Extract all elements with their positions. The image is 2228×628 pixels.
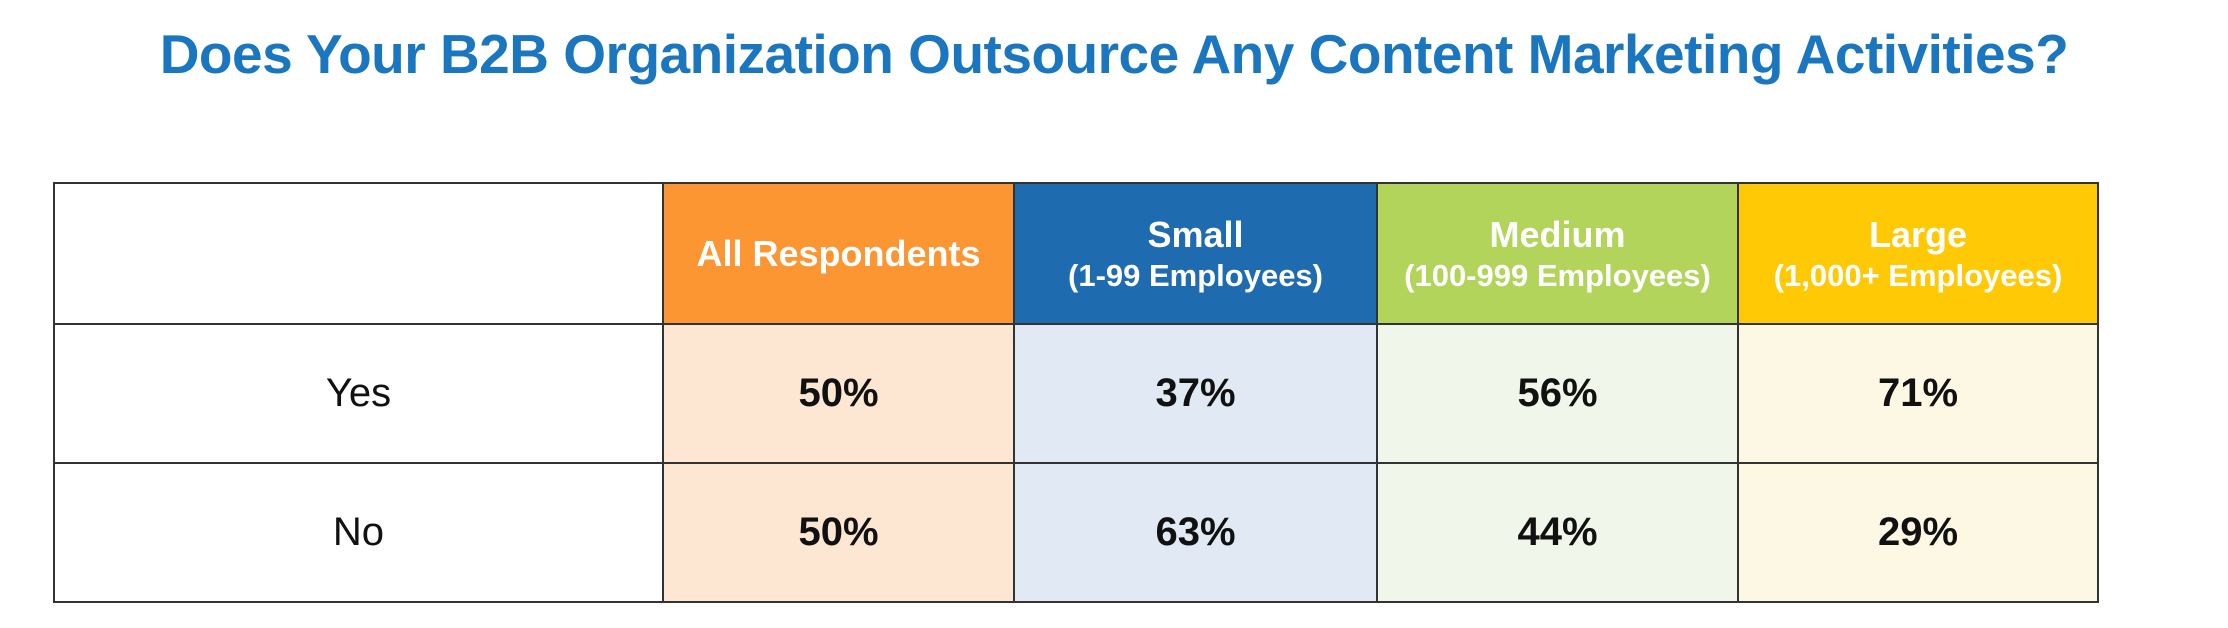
- cell-yes-medium: 56%: [1376, 323, 1739, 464]
- column-header-sublabel: (1-99 Employees): [1068, 257, 1323, 293]
- table-row-no: No 50% 63% 44% 29%: [53, 462, 2099, 603]
- column-header-label: Medium: [1489, 213, 1626, 255]
- cell-yes-small: 37%: [1013, 323, 1378, 464]
- data-table: All Respondents Small (1-99 Employees) M…: [53, 182, 2099, 603]
- column-header-all-respondents: All Respondents: [662, 182, 1015, 325]
- corner-blank-cell: [53, 182, 664, 325]
- row-label-no: No: [53, 462, 664, 603]
- cell-no-large: 29%: [1737, 462, 2099, 603]
- cell-yes-all-respondents: 50%: [662, 323, 1015, 464]
- column-header-label: All Respondents: [696, 232, 981, 274]
- chart-title: Does Your B2B Organization Outsource Any…: [159, 23, 2069, 85]
- table-row-yes: Yes 50% 37% 56% 71%: [53, 323, 2099, 464]
- cell-yes-large: 71%: [1737, 323, 2099, 464]
- column-header-sublabel: (100-999 Employees): [1404, 257, 1711, 293]
- column-header-small: Small (1-99 Employees): [1013, 182, 1378, 325]
- cell-no-all-respondents: 50%: [662, 462, 1015, 603]
- cell-no-medium: 44%: [1376, 462, 1739, 603]
- row-label-yes: Yes: [53, 323, 664, 464]
- header-row: All Respondents Small (1-99 Employees) M…: [53, 182, 2099, 325]
- column-header-large: Large (1,000+ Employees): [1737, 182, 2099, 325]
- column-header-sublabel: (1,000+ Employees): [1773, 257, 2063, 293]
- column-header-label: Large: [1868, 213, 1968, 255]
- cell-no-small: 63%: [1013, 462, 1378, 603]
- column-header-medium: Medium (100-999 Employees): [1376, 182, 1739, 325]
- column-header-label: Small: [1147, 213, 1244, 255]
